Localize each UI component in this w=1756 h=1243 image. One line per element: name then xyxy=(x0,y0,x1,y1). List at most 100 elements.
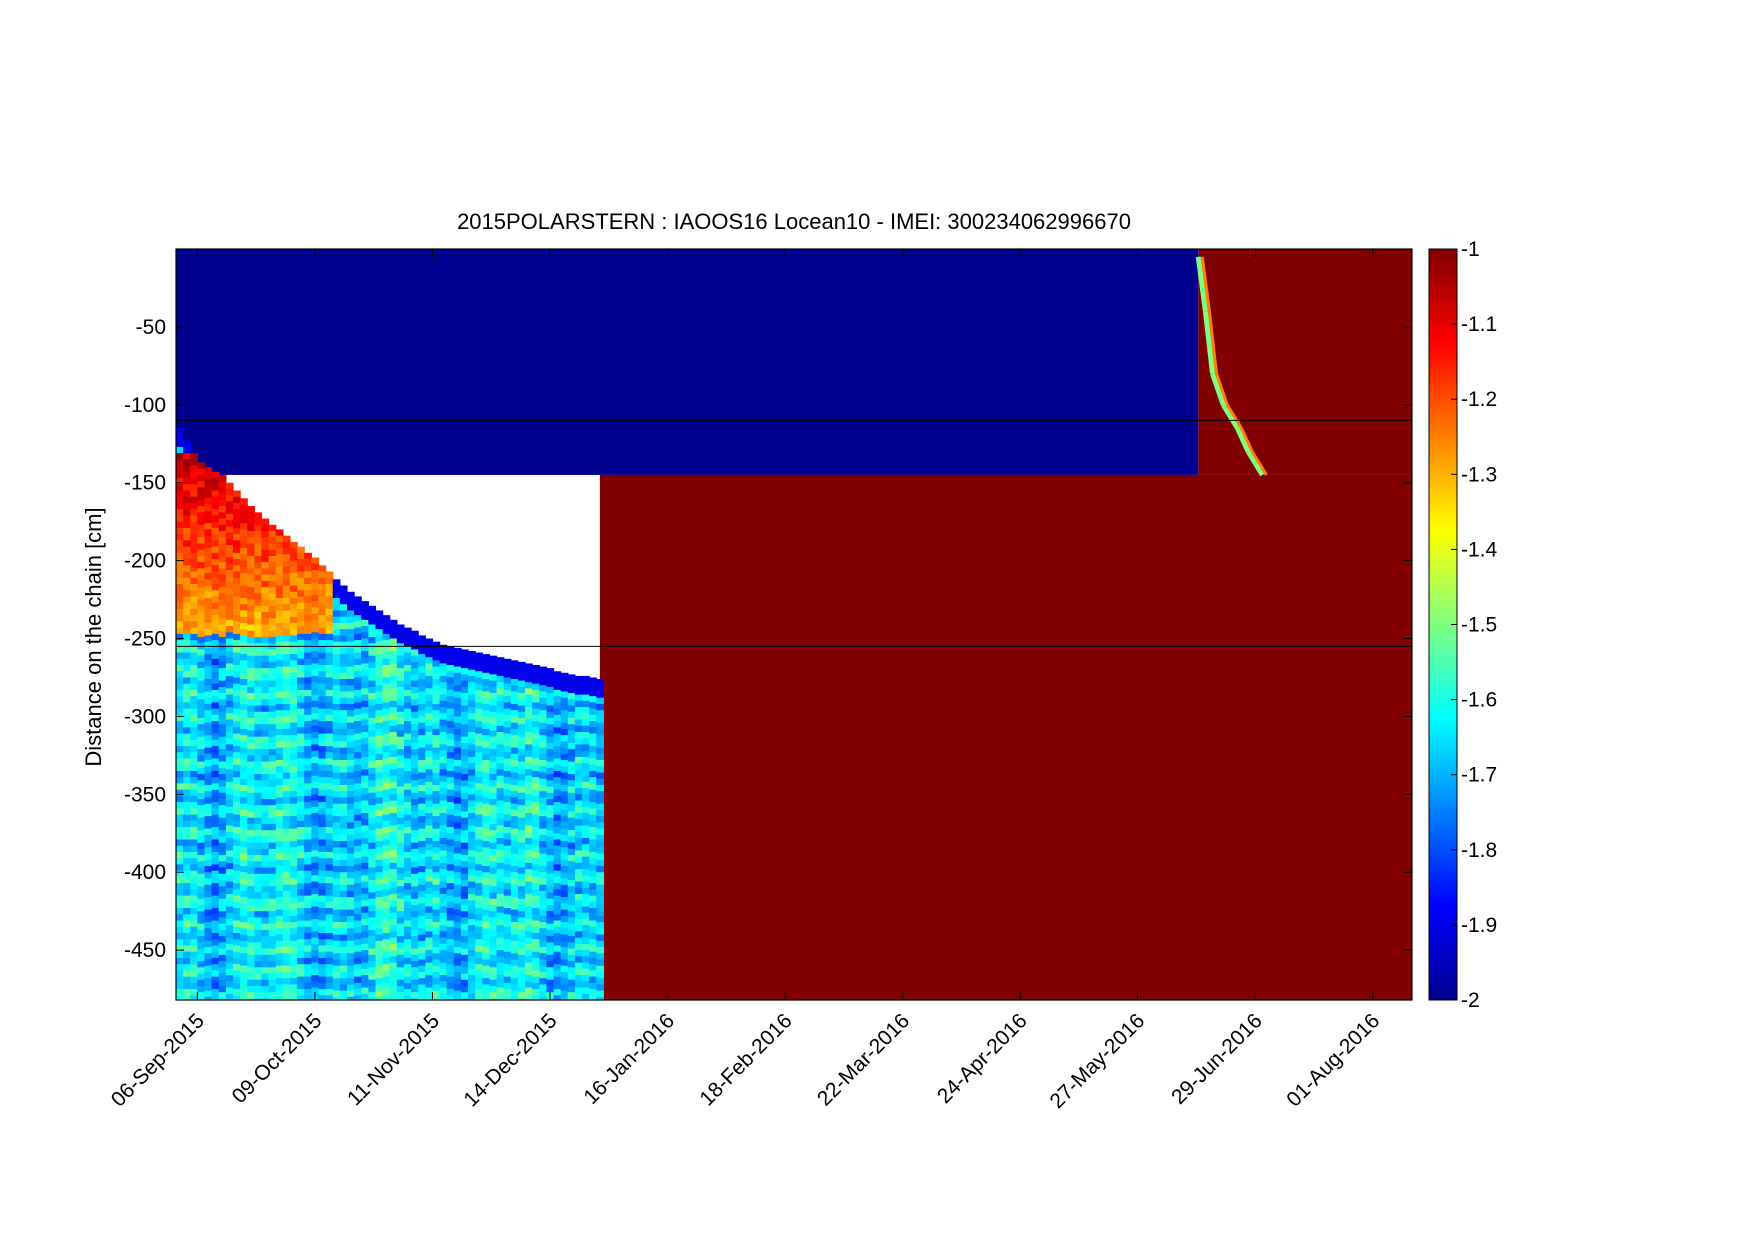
heat-cell xyxy=(432,654,441,661)
heat-cell xyxy=(197,774,206,781)
heat-cell xyxy=(254,655,263,663)
heat-cell xyxy=(532,957,540,965)
heat-cell xyxy=(282,791,291,799)
heat-cell xyxy=(254,923,263,931)
heat-cell xyxy=(460,823,469,831)
heat-cell xyxy=(204,809,213,817)
heat-cell xyxy=(218,599,227,607)
heat-cell xyxy=(560,934,569,942)
heat-cell xyxy=(325,752,334,760)
heat-cell xyxy=(268,599,277,607)
heat-cell xyxy=(546,830,555,838)
heat-cell xyxy=(546,898,555,906)
heat-cell xyxy=(232,640,241,647)
melt-front-segment xyxy=(1200,256,1211,312)
heat-cell xyxy=(197,531,206,538)
heat-cell xyxy=(232,502,241,510)
heat-cell xyxy=(560,953,569,961)
heat-cell xyxy=(183,583,191,591)
heat-cell xyxy=(183,964,191,971)
heat-cell xyxy=(596,679,605,686)
heat-cell xyxy=(396,686,405,694)
heat-cell xyxy=(190,814,198,822)
heat-cell xyxy=(517,661,526,669)
heat-cell xyxy=(176,696,184,704)
heat-cell xyxy=(375,984,384,992)
heat-cell xyxy=(468,769,476,777)
heat-cell xyxy=(311,613,320,621)
melt-front-segment xyxy=(1215,373,1229,406)
heat-cell xyxy=(261,823,270,831)
heat-cell xyxy=(382,876,391,884)
heat-cell xyxy=(589,964,597,971)
heat-cell xyxy=(411,836,419,844)
heat-cell xyxy=(468,788,476,795)
heat-cell xyxy=(332,940,341,948)
heat-cell xyxy=(190,770,198,778)
heat-cell xyxy=(318,770,327,778)
heat-cell xyxy=(418,990,426,998)
heat-cell xyxy=(368,799,377,806)
heat-cell xyxy=(297,827,305,834)
heat-cell xyxy=(232,746,241,753)
heat-cell xyxy=(346,716,355,724)
heat-cell xyxy=(225,613,234,621)
heat-cell xyxy=(596,984,605,992)
heat-cell xyxy=(268,618,277,626)
heat-cell xyxy=(382,814,391,822)
heat-cell xyxy=(418,984,426,992)
heat-cell xyxy=(261,992,270,1000)
heat-cell xyxy=(425,900,434,908)
heat-region xyxy=(176,249,1199,475)
heat-cell xyxy=(553,839,562,847)
heat-cell xyxy=(503,702,512,710)
heat-cell xyxy=(418,971,426,979)
heat-cell xyxy=(218,786,227,794)
heat-cell xyxy=(418,766,426,774)
heat-cell xyxy=(418,660,426,668)
heat-cell xyxy=(211,627,220,635)
heat-cell xyxy=(176,820,184,828)
heat-cell xyxy=(232,596,241,604)
heat-cell xyxy=(232,908,241,915)
heat-cell xyxy=(325,590,334,598)
heat-cell xyxy=(232,883,241,890)
heat-cell xyxy=(425,732,434,739)
heat-cell xyxy=(525,931,533,939)
heat-cell xyxy=(247,967,255,975)
heat-cell xyxy=(211,758,220,766)
heat-cell xyxy=(232,820,241,828)
heat-cell xyxy=(482,928,491,936)
heat-cell xyxy=(240,934,248,942)
heat-cell xyxy=(297,770,305,778)
heat-cell xyxy=(482,797,491,805)
heat-cell xyxy=(318,752,327,760)
heat-cell xyxy=(297,820,305,828)
heat-cell xyxy=(489,755,498,763)
heat-cell xyxy=(311,594,320,602)
heat-cell xyxy=(382,739,391,747)
heat-cell xyxy=(282,947,291,954)
heat-cell xyxy=(503,858,512,866)
heat-cell xyxy=(468,750,476,758)
heat-cell xyxy=(240,541,248,549)
heat-cell xyxy=(176,833,184,841)
heat-cell xyxy=(375,647,384,655)
heat-cell xyxy=(190,571,198,579)
heat-cell xyxy=(232,702,241,710)
heat-cell xyxy=(247,749,255,756)
heat-cell xyxy=(289,890,298,898)
heat-cell xyxy=(589,683,597,691)
heat-cell xyxy=(432,978,441,986)
heat-cell xyxy=(468,694,476,702)
heat-cell xyxy=(418,753,426,761)
heat-cell xyxy=(211,471,220,479)
heat-cell xyxy=(297,577,305,585)
heat-cell xyxy=(282,878,291,886)
heat-cell xyxy=(304,914,312,922)
heat-cell xyxy=(525,881,533,889)
heat-cell xyxy=(517,948,526,956)
heat-cell xyxy=(460,954,469,962)
heat-cell xyxy=(254,992,263,1000)
heat-cell xyxy=(197,543,206,551)
